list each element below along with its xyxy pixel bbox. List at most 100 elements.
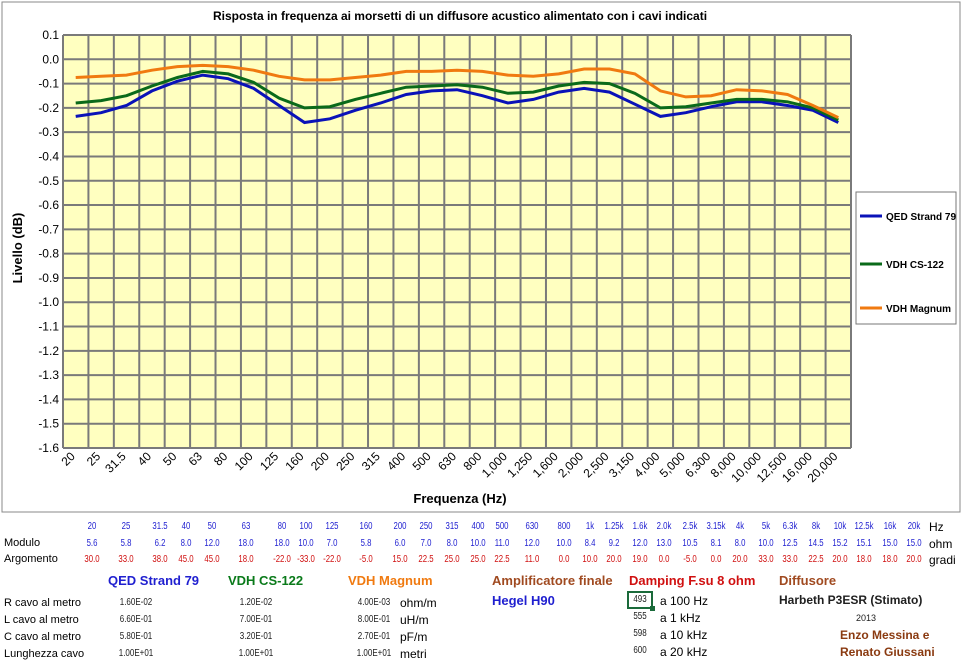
table-cell: 500 — [495, 521, 509, 532]
y-tick-label: -0.1 — [38, 77, 59, 91]
y-tick-label: -1.5 — [38, 417, 59, 431]
cable-value: 6.60E-01 — [119, 614, 153, 625]
damping-title: Damping F.su 8 ohm — [629, 573, 756, 588]
table-cell: 12.5k — [854, 521, 874, 532]
table-cell: 25 — [121, 521, 131, 532]
table-cell: 3.15k — [706, 521, 726, 532]
y-tick-label: -1.4 — [38, 392, 59, 406]
legend-label: VDH CS-122 — [886, 260, 944, 271]
table-cell: 7.0 — [326, 538, 338, 549]
y-tick-label: -0.4 — [38, 149, 59, 163]
table-cell: 8.1 — [710, 538, 722, 549]
cell-fill-handle[interactable] — [650, 606, 655, 611]
table-cell: 12.5 — [782, 538, 798, 549]
table-cell: 800 — [557, 521, 571, 532]
table-cell: 8.4 — [584, 538, 596, 549]
cable-value: 7.00E-01 — [239, 614, 273, 625]
cable-row-label: L cavo al metro — [4, 614, 79, 626]
table-cell: 20.0 — [606, 554, 622, 565]
table-cell: 2.5k — [682, 521, 698, 532]
table-cell: 5.8 — [360, 538, 372, 549]
damping-label: a 10 kHz — [660, 628, 708, 642]
table-cell: 40 — [181, 521, 191, 532]
table-cell: 630 — [525, 521, 539, 532]
table-cell: 19.0 — [632, 554, 648, 565]
table-cell: 15.0 — [392, 554, 408, 565]
cable-row-label: C cavo al metro — [4, 631, 82, 643]
table-cell: 45.0 — [178, 554, 194, 565]
table-cell: 33.0 — [782, 554, 798, 565]
x-axis-label: Frequenza (Hz) — [413, 491, 506, 506]
cable-value: 1.00E+01 — [356, 648, 392, 659]
damping-label: a 1 kHz — [660, 611, 701, 625]
table-cell: 25.0 — [444, 554, 460, 565]
cable-row-label: R cavo al metro — [4, 597, 82, 609]
table-cell: 18.0 — [882, 554, 898, 565]
author-line: Enzo Messina e — [840, 628, 930, 642]
table-cell: 18.0 — [238, 538, 254, 549]
table-cell: 1.25k — [604, 521, 624, 532]
y-tick-label: 0.1 — [42, 28, 59, 42]
table-cell: 10.0 — [758, 538, 774, 549]
table-cell: 10.0 — [298, 538, 314, 549]
table-cell: 15.0 — [906, 538, 922, 549]
table-cell: 31.5 — [152, 521, 168, 532]
table-cell: 9.2 — [608, 538, 620, 549]
y-tick-label: -0.3 — [38, 125, 59, 139]
damping-value: 598 — [633, 628, 647, 639]
table-cell: 50 — [207, 521, 217, 532]
table-cell: 1k — [585, 521, 595, 532]
speaker-title: Diffusore — [779, 573, 837, 588]
argomento-label: Argomento — [4, 553, 58, 565]
table-cell: 15.2 — [832, 538, 848, 549]
table-cell: 10.0 — [582, 554, 598, 565]
amplifier-title: Amplificatore finale — [492, 573, 613, 588]
table-cell: 38.0 — [152, 554, 168, 565]
cable-value: 4.00E-03 — [357, 597, 391, 608]
y-tick-label: -0.6 — [38, 198, 59, 212]
table-cell: 8k — [811, 521, 821, 532]
cable-row-label: Lunghezza cavo — [4, 648, 85, 660]
table-cell: 12.0 — [524, 538, 540, 549]
series-line-2 — [75, 63, 839, 119]
table-cell: 5.8 — [120, 538, 132, 549]
cable-unit: ohm/m — [400, 596, 437, 610]
y-tick-label: -0.2 — [38, 101, 59, 115]
table-cell: 18.0 — [238, 554, 254, 565]
table-cell: 10.0 — [556, 538, 572, 549]
y-tick-label: -0.8 — [38, 247, 59, 261]
table-cell: 20 — [87, 521, 97, 532]
selected-cell[interactable] — [627, 591, 653, 609]
table-cell: 8.0 — [180, 538, 192, 549]
damping-label: a 20 kHz — [660, 645, 708, 659]
cable-unit: pF/m — [400, 630, 428, 644]
y-tick-label: -1.6 — [38, 441, 59, 455]
table-cell: 0.0 — [558, 554, 570, 565]
y-tick-label: -1.2 — [38, 344, 59, 358]
y-tick-label: -0.9 — [38, 271, 59, 285]
table-cell: 11.0 — [494, 538, 510, 549]
series-line-1 — [75, 69, 839, 122]
cable-value: 1.00E+01 — [238, 648, 274, 659]
table-cell: 22.5 — [808, 554, 824, 565]
table-cell: 8.0 — [734, 538, 746, 549]
table-cell: 20.0 — [732, 554, 748, 565]
table-cell: 315 — [445, 521, 459, 532]
plot-area — [63, 35, 851, 448]
table-cell: 80 — [277, 521, 287, 532]
table-cell: 1.6k — [632, 521, 648, 532]
table-cell: 15.0 — [882, 538, 898, 549]
table-cell: 10k — [833, 521, 847, 532]
speaker-model: Harbeth P3ESR (Stimato) — [779, 593, 923, 607]
table-cell: 33.0 — [118, 554, 134, 565]
damping-value: 493 — [633, 594, 647, 605]
table-cell: 33.0 — [758, 554, 774, 565]
freq-unit: Hz — [929, 520, 944, 534]
table-cell: -22.0 — [273, 554, 291, 565]
grid — [62, 34, 852, 449]
table-cell: 5k — [761, 521, 771, 532]
table-cell: 20.0 — [832, 554, 848, 565]
table-cell: 12.0 — [204, 538, 220, 549]
cable-value: 8.00E-01 — [357, 614, 391, 625]
